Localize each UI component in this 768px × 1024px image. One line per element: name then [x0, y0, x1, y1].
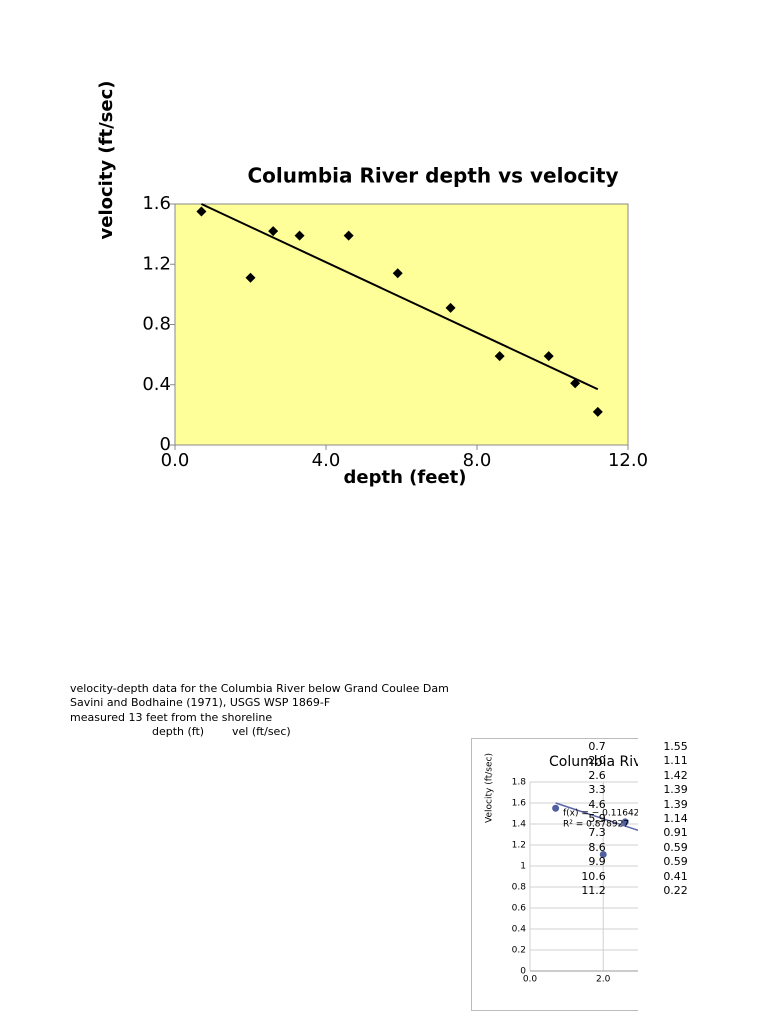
y-tick-label: 1.6	[512, 799, 527, 809]
table-cell: 8.6	[588, 840, 606, 854]
table-cell: 1.42	[663, 768, 688, 782]
annotation: f(x) = − 0.116420	[563, 809, 638, 819]
y-tick-label: 0.8	[142, 314, 171, 335]
x-tick-label: 0.0	[523, 975, 538, 985]
y-tick-label: 0.6	[512, 904, 527, 914]
table-cell: 11.2	[581, 884, 606, 898]
inset-chart: 00.20.40.60.811.21.41.61.80.0 2.0f(x) = −…	[471, 738, 638, 1011]
table-header: depth (ft) vel (ft/sec)	[70, 725, 449, 739]
data-point	[445, 302, 456, 313]
table-cell: 0.91	[663, 826, 688, 840]
table-row: 9.9 0.59	[70, 855, 688, 869]
annotation: R² = 0.878927	[563, 820, 629, 830]
table-row: 3.3 1.39	[70, 783, 688, 797]
plot-area	[174, 203, 629, 446]
y-axis-label: velocity (ft/sec)	[96, 81, 117, 240]
table-row: 4.6 1.39	[70, 798, 688, 812]
table-cell: 1.14	[663, 811, 688, 825]
data-point	[552, 804, 560, 812]
y-tick-label: 0.4	[512, 925, 527, 935]
table-cell: 0.41	[663, 869, 688, 883]
y-tick-label: 1	[520, 862, 526, 872]
table-cell: 2.0	[588, 754, 606, 768]
data-point	[392, 268, 403, 279]
data-point	[621, 818, 629, 826]
data-point	[196, 206, 207, 217]
y-tick-label: 0.2	[512, 946, 526, 956]
y-tick-label: 1.2	[142, 253, 171, 274]
plot-area	[530, 782, 638, 971]
caption-line: Savini and Bodhaine (1971), USGS WSP 186…	[70, 696, 331, 710]
data-table: velocity-depth data for the Columbia Riv…	[70, 682, 688, 899]
table-cell: 1.55	[663, 739, 688, 753]
main-chart: 0 0.4 0.8 1.2 1.6 0.0 4.0 8.0 12.0 Columbia River…	[96, 81, 648, 488]
table-cell: 0.22	[663, 884, 688, 898]
table-cell: 7.3	[588, 826, 606, 840]
table-row: 2.6 1.42	[70, 769, 688, 783]
data-point	[570, 378, 581, 389]
y-axis-label: Velocity (ft/sec)	[485, 753, 495, 823]
x-tick-label: 12.0	[608, 450, 648, 471]
y-tick-label: 1.4	[512, 820, 527, 830]
caption-line: velocity-depth data for the Columbia Riv…	[70, 682, 449, 695]
y-tick-label: 1.2	[512, 841, 526, 851]
table-cell: 3.3	[588, 783, 606, 797]
data-point	[592, 406, 603, 417]
table-row: 11.2 0.22	[70, 884, 688, 898]
y-tick-label: 0	[160, 434, 171, 455]
table-cell: 5.9	[588, 811, 606, 825]
x-tick-label: 2.0	[596, 975, 611, 985]
table-cell: 0.7	[588, 739, 606, 753]
chart-title: Columbia Riv	[549, 754, 638, 770]
trendline	[555, 802, 638, 832]
table-cell: 2.6	[588, 768, 606, 782]
data-point	[494, 351, 505, 362]
x-tick-label: 0.0	[161, 450, 190, 471]
data-point	[294, 230, 305, 241]
table-cell: 9.9	[588, 855, 606, 869]
table-cell: 10.6	[581, 869, 606, 883]
table-cell: 0.59	[663, 855, 688, 869]
data-point	[599, 850, 607, 858]
table-row: 5.9 1.14	[70, 812, 688, 826]
data-point	[543, 351, 554, 362]
table-row: 0.7 1.55	[70, 740, 688, 754]
data-point	[268, 226, 279, 237]
y-tick-label: 1.8	[512, 778, 527, 788]
table-row: 2.0 1.11	[70, 754, 688, 768]
table-row: 10.6 0.41	[70, 870, 688, 884]
header-cell: vel (ft/sec)	[232, 725, 291, 739]
x-tick-label: 4.0	[312, 450, 341, 471]
caption-line: measured 13 feet from the shoreline	[70, 710, 273, 724]
table-row: 7.3 0.91	[70, 826, 688, 840]
table-cell: 1.11	[663, 754, 688, 768]
data-point	[245, 272, 256, 283]
x-axis-label: depth (feet)	[344, 467, 467, 488]
table-cell: 1.39	[663, 797, 688, 811]
y-tick-label: 1.6	[142, 193, 171, 214]
table-cell: 0.59	[663, 840, 688, 854]
header-cell: depth (ft)	[152, 725, 205, 739]
table-cell: 4.6	[588, 797, 606, 811]
y-tick-label: 0.4	[142, 374, 171, 395]
x-tick-label: 8.0	[463, 450, 492, 471]
table-cell: 1.39	[663, 783, 688, 797]
table-row: 8.6 0.59	[70, 841, 688, 855]
data-point	[343, 230, 354, 241]
y-tick-label: 0.8	[512, 883, 527, 893]
trendline	[201, 203, 599, 391]
y-tick-label: 0	[520, 967, 526, 977]
chart-title: Columbia River depth vs velocity	[247, 164, 618, 188]
